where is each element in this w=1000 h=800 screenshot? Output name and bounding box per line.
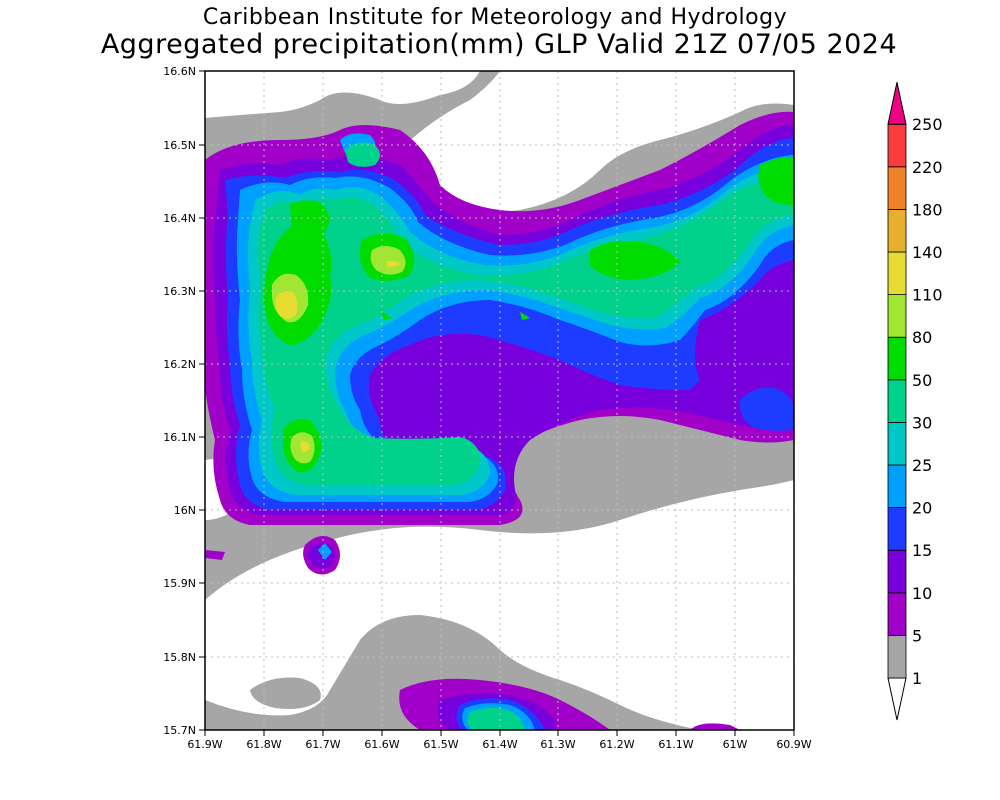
legend-swatch <box>887 677 907 721</box>
legend-swatch <box>887 421 907 466</box>
legend-label: 140 <box>912 243 943 262</box>
legend-swatch <box>887 336 907 381</box>
x-tick-label: 61.4W <box>482 738 517 751</box>
legend-swatch <box>887 464 907 508</box>
legend-label: 220 <box>912 158 943 177</box>
x-tick-label: 61.1W <box>658 738 693 751</box>
legend-swatch <box>887 294 907 338</box>
y-tick-labels: 16.6N 16.5N 16.4N 16.3N 16.2N 16.1N 16N … <box>163 65 196 737</box>
y-tick-label: 16.6N <box>163 65 196 78</box>
y-tick-label: 16N <box>174 504 196 517</box>
legend-swatch <box>887 208 907 253</box>
legend-swatch <box>887 123 907 168</box>
legend-swatch <box>887 592 907 636</box>
y-tick-label: 16.2N <box>163 358 196 371</box>
y-tick-label: 16.5N <box>163 139 196 152</box>
precip-level-110-140 <box>275 260 400 453</box>
x-tick-label: 60.9W <box>776 738 811 751</box>
y-tick-label: 16.4N <box>163 212 196 225</box>
legend-swatch <box>887 82 907 125</box>
map-subtitle: Aggregated precipitation(mm) GLP Valid 2… <box>100 29 898 60</box>
legend-label: 15 <box>912 541 932 560</box>
legend-label: 30 <box>912 413 932 432</box>
x-tick-label: 61.6W <box>364 738 399 751</box>
y-tick-label: 15.9N <box>163 577 196 590</box>
x-tick-marks <box>204 730 795 736</box>
x-tick-label: 61.9W <box>187 738 222 751</box>
legend-label: 10 <box>912 584 932 603</box>
legend-swatch <box>887 635 907 679</box>
y-tick-label: 16.3N <box>163 285 196 298</box>
legend-swatch <box>887 251 907 295</box>
legend-label: 250 <box>912 115 943 134</box>
x-tick-label: 61.3W <box>540 738 575 751</box>
y-tick-label: 16.1N <box>163 431 196 444</box>
y-tick-label: 15.8N <box>163 651 196 664</box>
map-gridlines <box>205 71 794 730</box>
x-tick-label: 61.2W <box>599 738 634 751</box>
legend-label: 50 <box>912 371 932 390</box>
precipitation-field <box>205 71 794 730</box>
legend-label: 180 <box>912 200 943 219</box>
x-tick-labels: 61.9W 61.8W 61.7W 61.6W 61.5W 61.4W 61.3… <box>187 738 811 751</box>
x-tick-label: 61.5W <box>423 738 458 751</box>
legend-swatch <box>887 549 907 594</box>
legend-swatch <box>887 507 907 551</box>
x-tick-label: 61W <box>723 738 748 751</box>
legend-label: 1 <box>912 669 922 688</box>
x-tick-label: 61.8W <box>246 738 281 751</box>
legend-label: 80 <box>912 328 932 347</box>
legend-label: 110 <box>912 286 943 305</box>
legend-swatch <box>887 379 907 423</box>
legend-swatch <box>887 166 907 210</box>
x-tick-label: 61.7W <box>305 738 340 751</box>
legend-label: 5 <box>912 626 922 645</box>
y-tick-label: 15.7N <box>163 724 196 737</box>
legend-label: 25 <box>912 456 932 475</box>
y-tick-marks <box>199 70 205 731</box>
map-title: Caribbean Institute for Meteorology and … <box>202 5 788 30</box>
legend-label: 20 <box>912 499 932 518</box>
